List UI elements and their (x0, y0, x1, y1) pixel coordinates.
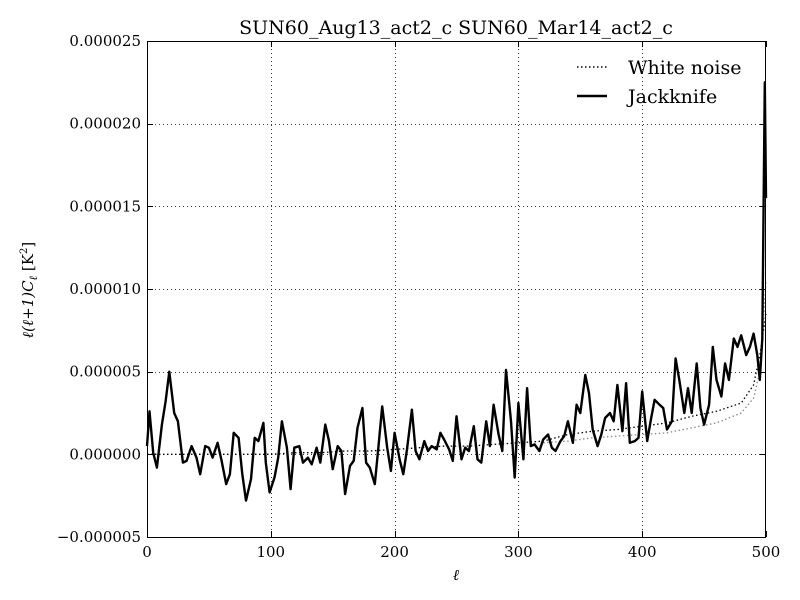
x-tick-label: 100 (256, 543, 285, 561)
y-axis-label-unit-close: ] (19, 242, 37, 248)
axis-ticks: 0 100 200 300 400 500 −0.000005 0.000000 0.00000… (57, 32, 780, 561)
y-axis-label-main: ℓ(ℓ+1)C (19, 280, 37, 338)
y-tick-label: 0.000010 (69, 280, 141, 298)
y-tick-label: 0.000015 (69, 197, 141, 215)
y-axis-label: ℓ(ℓ+1)Cℓ [K2] (19, 242, 40, 338)
grid-lines (147, 41, 766, 537)
chart-title: SUN60_Aug13_act2_c SUN60_Mar14_act2_c (239, 17, 673, 39)
x-tick-label: 0 (142, 543, 152, 561)
y-axis-label-unit-superscript: 2 (19, 248, 30, 254)
x-tick-label: 500 (752, 543, 781, 561)
y-axis-label-unit: [K (19, 253, 37, 276)
x-tick-label: 200 (380, 543, 409, 561)
series-line-white-noise-1 (543, 280, 767, 444)
x-axis-label: ℓ (453, 566, 459, 584)
y-tick-label: 0.000005 (69, 363, 141, 381)
series-line-jackknife-2 (145, 81, 768, 502)
x-tick-label: 300 (504, 543, 533, 561)
y-tick-label: 0.000000 (69, 445, 141, 463)
legend-white-noise-label: White noise (628, 57, 742, 79)
y-tick-label: 0.000025 (69, 32, 141, 50)
y-tick-label: 0.000020 (69, 115, 141, 133)
y-tick-label: −0.000005 (57, 528, 141, 546)
y-axis-label-subscript: ℓ (27, 275, 40, 280)
x-tick-label: 400 (628, 543, 657, 561)
legend: White noise Jackknife (577, 57, 742, 108)
plot-frame (147, 41, 766, 538)
series-lines (145, 81, 768, 502)
series-line-white-noise-0 (147, 313, 767, 455)
legend-jackknife-label: Jackknife (626, 86, 717, 108)
